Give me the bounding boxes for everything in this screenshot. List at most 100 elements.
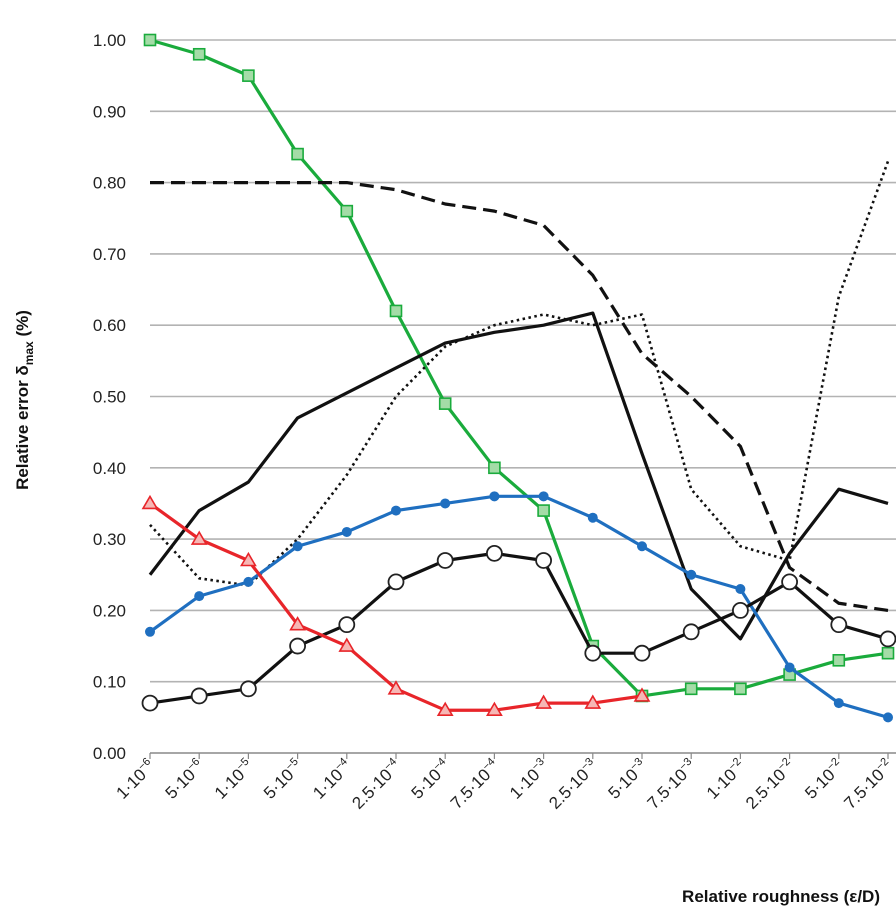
data-point <box>438 397 452 410</box>
data-point <box>734 682 747 696</box>
data-point <box>682 623 700 641</box>
series-4 <box>145 491 893 723</box>
data-point <box>436 552 454 569</box>
series-line <box>149 160 890 587</box>
y-tick-label: 0.20 <box>93 601 126 620</box>
x-tick-label: 2.5·10−3 <box>545 756 602 813</box>
data-point <box>488 461 501 475</box>
x-tick-label: 7.5·10−2 <box>840 756 896 813</box>
data-point <box>587 512 598 523</box>
x-tick-label: 1·10−5 <box>210 756 257 803</box>
data-point <box>338 637 356 652</box>
series-6 <box>141 494 651 717</box>
data-point <box>633 687 651 702</box>
data-point <box>240 551 257 567</box>
y-tick-label: 0.80 <box>93 174 126 193</box>
data-point <box>684 682 698 696</box>
data-point <box>190 530 208 545</box>
data-point <box>735 584 746 595</box>
data-point <box>440 498 451 509</box>
data-point <box>436 701 454 717</box>
data-point <box>535 552 552 569</box>
data-point <box>143 33 157 47</box>
x-tick-label: 1·10−3 <box>505 756 552 803</box>
data-point <box>389 304 403 318</box>
y-tick-label: 0.90 <box>93 102 126 121</box>
series-line <box>149 551 889 705</box>
data-point <box>879 630 896 648</box>
y-tick-label: 0.00 <box>93 744 126 763</box>
series-line <box>150 181 889 612</box>
y-axis-title: Relative error δmax (%) <box>13 310 36 490</box>
data-point <box>830 616 848 634</box>
data-point <box>486 701 503 717</box>
data-point <box>387 573 405 591</box>
x-tick-label: 7.5·10−3 <box>643 756 700 813</box>
data-point <box>192 47 206 61</box>
y-tick-label: 0.70 <box>93 245 126 264</box>
data-point <box>340 204 354 218</box>
data-point <box>338 616 356 634</box>
x-tick-label: 5·10−2 <box>801 756 848 803</box>
data-point <box>833 698 844 709</box>
x-tick-label: 5·10−6 <box>161 756 208 803</box>
data-point <box>141 494 159 510</box>
y-tick-label: 0.60 <box>93 316 126 335</box>
data-point <box>387 680 405 695</box>
series-line <box>149 494 889 719</box>
y-tick-label: 1.00 <box>93 31 126 50</box>
data-point <box>289 637 307 655</box>
data-point <box>537 504 550 517</box>
series-5 <box>141 544 896 712</box>
data-point <box>883 712 893 723</box>
y-axis-ticks: 0.00 0.10 0.20 0.30 0.40 0.50 0.60 0.70 0.80 0.90… <box>93 31 126 763</box>
x-tick-label: 7.5·10−4 <box>446 756 503 813</box>
y-tick-label: 0.30 <box>93 530 126 549</box>
data-point <box>637 541 647 552</box>
y-tick-label: 0.50 <box>93 388 126 407</box>
data-point <box>784 662 795 673</box>
data-point <box>190 687 208 705</box>
x-tick-label: 2.5·10−2 <box>741 756 798 813</box>
data-point <box>291 147 304 161</box>
data-point <box>584 694 602 709</box>
data-point <box>341 526 352 537</box>
data-point <box>292 541 303 552</box>
data-point <box>141 694 159 712</box>
data-point <box>145 626 155 637</box>
data-point <box>289 616 306 631</box>
data-point <box>489 491 500 502</box>
data-point <box>781 573 798 591</box>
data-point <box>538 491 549 502</box>
x-axis-title: Relative roughness (ε/D) <box>682 887 880 906</box>
y-tick-label: 0.40 <box>93 459 126 478</box>
series-2 <box>149 160 890 587</box>
gridlines <box>150 39 896 754</box>
data-point <box>391 505 401 516</box>
data-point <box>239 680 257 698</box>
y-tick-label: 0.10 <box>93 673 126 692</box>
data-point <box>243 576 254 587</box>
series-line <box>149 38 889 698</box>
x-tick-label: 5·10−4 <box>407 756 454 803</box>
data-point <box>633 644 651 662</box>
data-point <box>832 654 846 667</box>
x-tick-label: 5·10−5 <box>259 756 306 803</box>
data-point <box>485 544 503 562</box>
data-point <box>881 646 895 660</box>
x-tick-label: 5·10−3 <box>604 756 651 803</box>
data-point <box>242 69 255 82</box>
data-point <box>732 602 749 619</box>
data-point <box>686 569 697 580</box>
x-tick-label: 1·10−2 <box>702 756 749 803</box>
x-axis-ticks: 1·10−65·10−61·10−55·10−51·10−42.5·10−45·… <box>112 753 896 813</box>
data-point <box>194 591 205 602</box>
x-tick-label: 2.5·10−4 <box>348 756 405 813</box>
series-layer <box>141 33 896 723</box>
series-0 <box>143 33 895 703</box>
series-1 <box>150 181 889 612</box>
x-tick-label: 1·10−4 <box>309 756 356 803</box>
data-point <box>584 644 602 662</box>
data-point <box>535 694 552 709</box>
